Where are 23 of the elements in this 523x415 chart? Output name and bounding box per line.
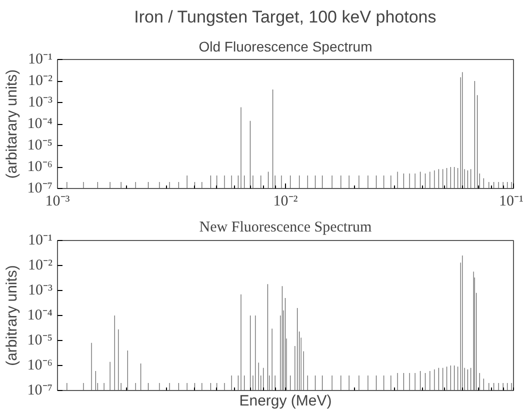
y-tick-label: 10⁻³	[28, 282, 54, 298]
y-axis-title: (arbitarary units)	[3, 69, 20, 179]
y-tick-label: 10⁻⁵	[27, 332, 53, 348]
y-tick-label: 10⁻⁴	[27, 116, 53, 132]
y-tick-label: 10⁻⁶	[27, 358, 53, 374]
x-tick-label: 10⁻³	[45, 194, 70, 210]
chart-title: New Fluorescence Spectrum	[199, 220, 372, 236]
y-axis-title: (arbitrary units)	[3, 265, 20, 366]
y-tick-label: 10⁻⁷	[27, 180, 53, 196]
x-tick-label: 10⁻¹	[499, 194, 523, 210]
x-axis-title: Energy (MeV)	[239, 392, 332, 410]
y-tick-label: 10⁻³	[28, 94, 54, 110]
y-tick-label: 10⁻⁶	[27, 159, 53, 175]
x-tick-label: 10⁻²	[273, 194, 298, 210]
y-tick-label: 10⁻¹	[28, 232, 53, 248]
y-tick-label: 10⁻²	[28, 73, 54, 89]
y-tick-label: 10⁻²	[28, 258, 54, 274]
chart-subtitle: Old Fluorescence Spectrum	[198, 38, 372, 54]
chart-title: Iron / Tungsten Target, 100 keV photons	[134, 8, 436, 26]
y-tick-label: 10⁻⁵	[27, 138, 53, 154]
y-tick-label: 10⁻¹	[28, 52, 53, 68]
y-tick-label: 10⁻⁷	[27, 382, 53, 398]
y-tick-label: 10⁻⁴	[27, 308, 53, 324]
